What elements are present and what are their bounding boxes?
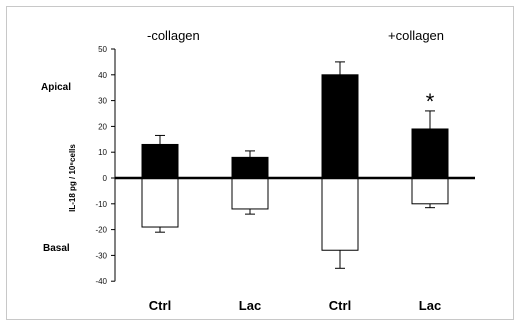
group-label-minus-collagen: -collagen xyxy=(147,28,200,43)
bars-layer xyxy=(141,61,449,269)
labels-layer: IL-18 pg / 10⁶cells Apical Basal -collag… xyxy=(41,28,444,254)
bar-apical-ctrl-2 xyxy=(321,74,359,179)
bar-apical-ctrl-0 xyxy=(141,143,179,179)
y-tick-label: -30 xyxy=(95,251,107,260)
bar-apical-lac-1 xyxy=(231,156,269,179)
group-label-plus-collagen: +collagen xyxy=(388,28,444,43)
chart-frame xyxy=(6,6,514,320)
y-tick-label: 50 xyxy=(98,45,107,54)
x-category-label-2: Ctrl xyxy=(329,298,351,313)
bar-basal-lac-1 xyxy=(231,177,269,210)
y-tick-label: 20 xyxy=(98,122,107,131)
x-category-label-3: Lac xyxy=(419,298,441,313)
axis-layer: 50 40 30 20 10 0 -10 -20 -30 -40 Ctrl Lac Ctrl Lac xyxy=(95,45,475,313)
basal-side-label: Basal xyxy=(43,243,70,254)
bar-basal-ctrl-0 xyxy=(141,177,179,228)
y-tick-label: 0 xyxy=(103,174,108,183)
y-tick-label: -20 xyxy=(95,226,107,235)
y-tick-label: 30 xyxy=(98,97,107,106)
y-tick-label: 10 xyxy=(98,148,107,157)
apical-side-label: Apical xyxy=(41,82,71,93)
bar-basal-ctrl-2 xyxy=(321,177,359,251)
bar-apical-lac-3 xyxy=(411,128,449,179)
significance-marker: * xyxy=(426,89,435,114)
y-tick-label: -10 xyxy=(95,200,107,209)
y-axis-label: IL-18 pg / 10⁶cells xyxy=(68,144,77,212)
y-tick-label: -40 xyxy=(95,277,107,286)
bar-basal-lac-3 xyxy=(411,177,449,205)
y-tick-label: 40 xyxy=(98,71,107,80)
x-category-label-1: Lac xyxy=(239,298,261,313)
x-category-label-0: Ctrl xyxy=(149,298,171,313)
